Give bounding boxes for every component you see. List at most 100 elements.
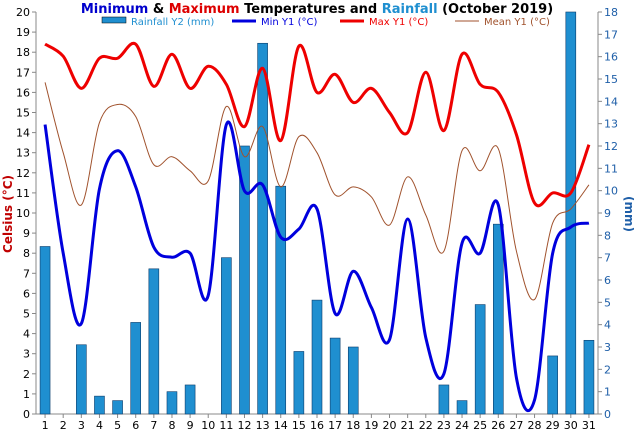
rainfall-bar: [130, 322, 141, 415]
y-left-tick-label: 17: [16, 66, 30, 79]
x-tick-label: 21: [401, 419, 415, 432]
y-left-tick-label: 0: [23, 408, 30, 421]
y-right-tick-label: 14: [604, 95, 618, 108]
y-left-tick-label: 6: [23, 287, 30, 300]
title-part-4: Rainfall: [382, 2, 438, 17]
y-right-tick-label: 11: [604, 162, 618, 175]
x-tick-label: 2: [60, 419, 67, 432]
legend-item-mean: Mean Y1 (°C): [455, 17, 550, 28]
x-tick-label: 24: [455, 419, 469, 432]
title-part-0: Minimum: [81, 2, 148, 17]
x-tick-label: 17: [328, 419, 342, 432]
x-tick-label: 13: [256, 419, 270, 432]
rainfall-bar: [39, 246, 51, 415]
chart-title: Minimum & Maximum Temperatures and Rainf…: [81, 2, 553, 17]
y-right-tick-label: 1: [604, 386, 611, 399]
x-tick-label: 7: [150, 419, 157, 432]
legend: Rainfall Y2 (mm) Min Y1 (°C) Max Y1 (°C) Me…: [101, 16, 550, 28]
legend-item-min: Min Y1 (°C): [232, 17, 317, 28]
y-right-tick-label: 4: [604, 319, 611, 332]
x-tick-label: 11: [219, 419, 233, 432]
x-tick-label: 15: [292, 419, 306, 432]
y-axis-right-label: (mm): [622, 196, 634, 232]
y-left-tick-label: 9: [23, 227, 30, 240]
x-tick-label: 26: [491, 419, 505, 432]
y-left-tick-label: 13: [16, 147, 30, 160]
y-left-tick-label: 4: [23, 328, 30, 341]
x-tick-label: 20: [383, 419, 397, 432]
y-left-tick-label: 2: [23, 368, 30, 381]
rainfall-bar: [456, 400, 468, 415]
x-tick-label: 19: [364, 419, 378, 432]
x-tick-label: 1: [42, 419, 49, 432]
legend-label-mean: Mean Y1 (°C): [484, 17, 550, 28]
y-right-tick-label: 7: [604, 252, 611, 265]
legend-label-rain: Rainfall Y2 (mm): [131, 17, 214, 28]
y-left-tick-label: 1: [23, 388, 30, 401]
x-tick-label: 14: [274, 419, 288, 432]
rainfall-bar: [112, 400, 123, 415]
y-right-tick-label: 12: [604, 140, 618, 153]
rainfall-bar: [166, 391, 178, 415]
x-tick-label: 30: [564, 419, 578, 432]
y-left-tick-label: 18: [16, 46, 30, 59]
y-right-tick-label: 17: [604, 28, 618, 41]
legend-item-rain: Rainfall Y2 (mm): [101, 16, 214, 28]
max-temperature-line: [44, 41, 591, 208]
rainfall-bar: [347, 346, 359, 415]
y-left-tick-label: 15: [16, 107, 30, 120]
y-right-tick-label: 5: [604, 296, 611, 309]
y-right-tick-label: 13: [604, 118, 618, 131]
rainfall-bar: [148, 268, 160, 415]
x-tick-label: 23: [437, 419, 451, 432]
legend-label-min: Min Y1 (°C): [261, 17, 317, 28]
x-tick-label: 9: [187, 419, 194, 432]
rainfall-bar: [239, 145, 250, 415]
title-part-3: Temperatures and: [240, 2, 382, 17]
rainfall-bar: [76, 344, 87, 415]
rainfall-bar: [547, 355, 558, 415]
rainfall-bar: [565, 11, 577, 415]
x-tick-label: 18: [346, 419, 360, 432]
x-tick-label: 4: [96, 419, 103, 432]
x-tick-label: 12: [237, 419, 251, 432]
y-right-tick-label: 10: [604, 185, 618, 198]
x-tick-label: 5: [114, 419, 121, 432]
rainfall-bar: [583, 339, 595, 415]
y-axis-left-label: Celsius (°C): [1, 175, 15, 253]
y-left-tick-label: 7: [23, 267, 30, 280]
x-tick-label: 25: [473, 419, 487, 432]
x-tick-label: 31: [582, 419, 596, 432]
y-left-tick-label: 10: [16, 207, 30, 220]
y-right-tick-label: 8: [604, 229, 611, 242]
rainfall-bar: [311, 299, 323, 415]
y-right-tick-label: 16: [604, 51, 618, 64]
rainfall-bar: [257, 42, 268, 415]
y-left-tick-label: 3: [23, 348, 30, 361]
x-tick-label: 3: [78, 419, 85, 432]
x-tick-label: 8: [168, 419, 175, 432]
legend-swatch-rain: [101, 16, 127, 24]
rainfall-bar: [275, 185, 287, 415]
legend-item-max: Max Y1 (°C): [340, 17, 428, 28]
x-tick-label: 10: [201, 419, 215, 432]
mean-temperature-line: [44, 82, 590, 301]
y-left-tick-label: 19: [16, 26, 30, 39]
x-tick-label: 6: [132, 419, 139, 432]
y-right-tick-label: 6: [604, 274, 611, 287]
y-right-tick-label: 0: [604, 408, 611, 421]
y-left-tick-label: 14: [16, 127, 30, 140]
rainfall-bar: [493, 223, 504, 415]
min-temperature-line: [43, 120, 590, 413]
x-tick-label: 28: [528, 419, 542, 432]
title-part-5: (October 2019): [438, 2, 554, 17]
y-left-tick-label: 8: [23, 247, 30, 260]
y-right-tick-label: 18: [604, 6, 618, 19]
x-tick-label: 22: [419, 419, 433, 432]
y-left-tick-label: 20: [16, 6, 30, 19]
plot-area: 0123456789101112131415161718192001234567…: [16, 6, 618, 432]
y-right-tick-label: 9: [604, 207, 611, 220]
y-right-tick-label: 2: [604, 363, 611, 376]
title-part-1: &: [148, 2, 168, 17]
